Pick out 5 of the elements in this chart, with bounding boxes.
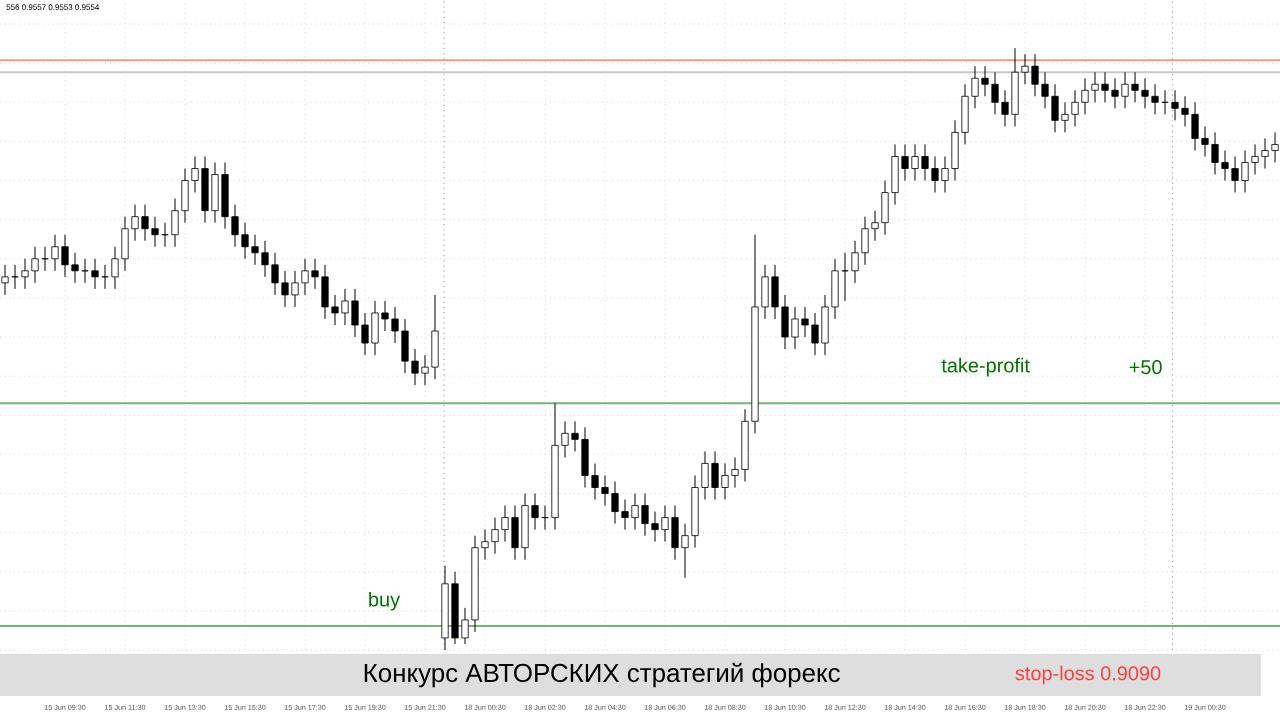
annotation: take-profit [941,357,1030,377]
annotation: buy [369,591,401,611]
annotation: +50 [1129,360,1162,375]
text: stop-loss 0.9090 [1015,665,1161,685]
text: Конкурс АВТОРСКИХ стратегий форекс [364,662,840,688]
